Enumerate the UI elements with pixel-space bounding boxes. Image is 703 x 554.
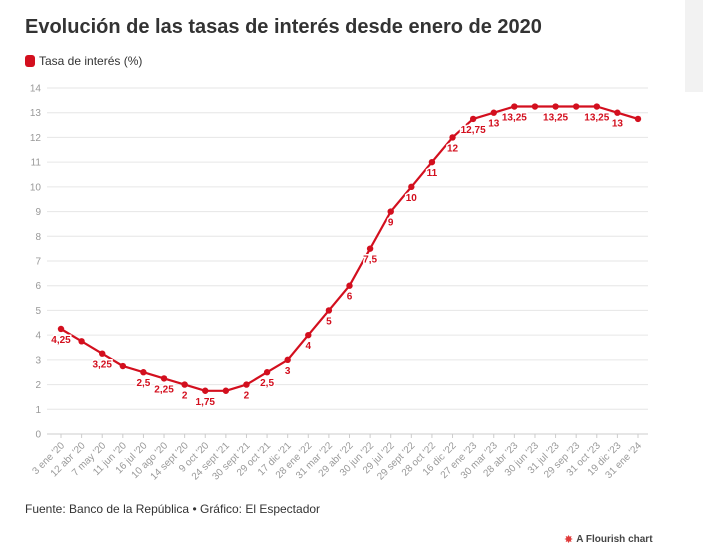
data-label: 12,75 bbox=[461, 125, 486, 136]
data-label: 5 bbox=[326, 316, 332, 327]
data-labels: 4,25 3,25 2,5 2,25 2 1,75 2 2,5 3 4 5 6 7,5 9 10 11 1212… bbox=[50, 111, 625, 409]
data-point bbox=[284, 356, 291, 364]
data-point bbox=[346, 282, 353, 289]
data-label: 2,25 bbox=[154, 384, 174, 395]
data-point bbox=[387, 208, 394, 215]
data-point bbox=[263, 369, 271, 376]
data-point bbox=[325, 307, 333, 314]
data-point bbox=[469, 115, 477, 123]
y-tick-label: 0 bbox=[35, 430, 41, 441]
flourish-credit[interactable]: ✸ A Flourish chart bbox=[564, 533, 653, 546]
y-tick-label: 1 bbox=[35, 405, 41, 416]
y-tick-label: 6 bbox=[35, 281, 41, 292]
credit-label: A Flourish chart bbox=[576, 534, 653, 545]
y-tick-label: 5 bbox=[35, 306, 41, 317]
data-label: 2,5 bbox=[136, 378, 150, 389]
data-label: 3,25 bbox=[92, 360, 112, 371]
data-point bbox=[593, 103, 600, 110]
flourish-logo-icon: ✸ bbox=[564, 534, 574, 546]
data-label: 13,25 bbox=[502, 113, 527, 124]
data-label: 13,25 bbox=[543, 113, 568, 124]
data-point bbox=[572, 103, 580, 110]
data-label: 13 bbox=[612, 119, 624, 130]
data-label: 12 bbox=[447, 143, 459, 154]
data-point bbox=[408, 183, 415, 191]
data-label: 3 bbox=[285, 366, 291, 377]
legend-label: Tasa de interés (%) bbox=[39, 54, 143, 68]
data-label: 2,5 bbox=[260, 378, 274, 389]
data-label: 6 bbox=[347, 292, 353, 303]
data-point bbox=[99, 350, 106, 357]
data-point bbox=[614, 109, 621, 116]
y-tick-label: 13 bbox=[30, 108, 42, 119]
data-label: 13,25 bbox=[584, 113, 609, 124]
y-tick-label: 2 bbox=[35, 380, 41, 391]
data-point bbox=[490, 109, 497, 116]
y-tick-label: 4 bbox=[35, 331, 41, 342]
legend[interactable]: Tasa de interés (%) bbox=[25, 54, 142, 68]
data-point bbox=[222, 387, 230, 394]
scrollbar[interactable] bbox=[685, 0, 703, 92]
data-point bbox=[78, 338, 85, 345]
y-tick-label: 14 bbox=[30, 84, 42, 95]
data-label: 13 bbox=[488, 119, 500, 130]
data-point bbox=[119, 362, 127, 370]
y-tick-label: 8 bbox=[35, 232, 41, 243]
data-label: 10 bbox=[406, 193, 418, 204]
data-point bbox=[428, 158, 436, 166]
data-point bbox=[140, 369, 147, 376]
data-point bbox=[57, 325, 65, 333]
data-label: 1,75 bbox=[196, 397, 216, 408]
data-point bbox=[202, 387, 209, 394]
y-tick-label: 3 bbox=[35, 355, 41, 366]
chart-title: Evolución de las tasas de interés desde … bbox=[25, 16, 542, 38]
data-label: 2 bbox=[182, 391, 188, 402]
data-label: 4,25 bbox=[51, 335, 71, 346]
y-tick-label: 11 bbox=[31, 158, 42, 169]
source-note: Fuente: Banco de la República • Gráfico:… bbox=[25, 502, 321, 516]
data-point bbox=[366, 245, 374, 252]
data-point bbox=[181, 381, 188, 388]
data-points bbox=[57, 103, 642, 394]
data-label: 11 bbox=[427, 168, 438, 179]
data-point bbox=[243, 381, 250, 388]
data-label: 4 bbox=[306, 341, 312, 352]
data-point bbox=[552, 103, 559, 110]
data-label: 9 bbox=[388, 218, 394, 229]
legend-swatch bbox=[25, 55, 35, 67]
y-tick-label: 9 bbox=[35, 207, 41, 218]
data-point bbox=[160, 375, 168, 382]
y-tick-label: 12 bbox=[30, 133, 42, 144]
data-point bbox=[634, 115, 642, 123]
data-point bbox=[511, 103, 518, 110]
series-line bbox=[60, 105, 639, 392]
data-point bbox=[531, 103, 539, 110]
grid-lines bbox=[47, 87, 648, 435]
data-label: 2 bbox=[244, 391, 250, 402]
data-point bbox=[305, 331, 312, 339]
data-point bbox=[449, 134, 456, 141]
y-tick-label: 7 bbox=[35, 257, 41, 268]
y-tick-label: 10 bbox=[30, 182, 42, 193]
data-label: 7,5 bbox=[363, 255, 377, 266]
